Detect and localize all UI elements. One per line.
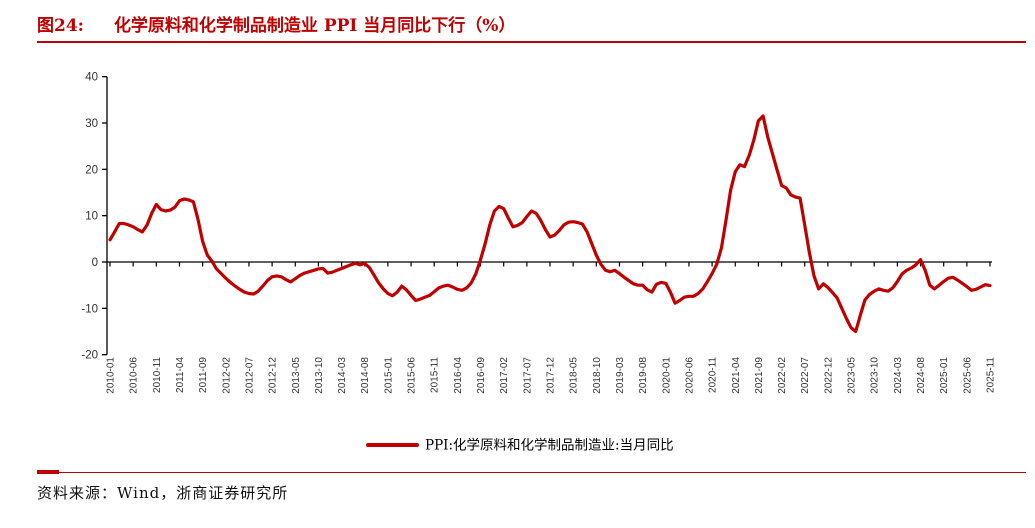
- x-tick-label: 2015-11: [430, 357, 441, 393]
- x-tick-label: 2020-11: [708, 357, 719, 393]
- x-tick-label: 2018-05: [569, 357, 580, 394]
- x-tick-label: 2014-03: [337, 357, 348, 394]
- footer-divider: [37, 472, 1026, 473]
- figure-number: 图24:: [37, 16, 84, 36]
- x-tick-label: 2022-02: [777, 357, 788, 394]
- x-tick-label: 2012-02: [221, 357, 232, 394]
- title-divider: [37, 41, 1026, 43]
- x-tick-label: 2025-01: [939, 357, 950, 394]
- x-tick-label: 2018-10: [592, 357, 603, 394]
- x-tick-label: 2012-07: [244, 357, 255, 394]
- ppi-line-chart: 40 30 20 10 0 -10 -20 2010-01 2010-06 2010-11 2011…: [81, 72, 997, 454]
- x-tick-label: 2023-05: [847, 357, 858, 394]
- figure-title-row: 图24: 化学原料和化学制品制造业 PPI 当月同比下行（%）: [37, 11, 515, 36]
- x-tick-label: 2014-08: [360, 357, 371, 394]
- x-tick-label: 2012-12: [268, 357, 279, 394]
- x-tick-label: 2020-01: [661, 357, 672, 394]
- x-tick-label: 2013-05: [291, 357, 302, 394]
- footer-divider-accent: [37, 470, 59, 474]
- x-tick-label: 2024-03: [893, 357, 904, 394]
- x-tick-label: 2024-08: [916, 357, 927, 394]
- x-tick-label: 2025-11: [986, 357, 997, 393]
- x-tick-label: 2023-10: [870, 357, 881, 394]
- x-tick-label: 2010-06: [129, 357, 140, 394]
- y-tick-label: -10: [81, 303, 98, 315]
- page-title: 化学原料和化学制品制造业 PPI 当月同比下行（%）: [113, 16, 516, 36]
- y-tick-label: 10: [85, 211, 98, 223]
- x-tick-label: 2015-06: [407, 357, 418, 394]
- x-tick-label: 2022-07: [800, 357, 811, 394]
- y-tick-label: 0: [92, 257, 98, 269]
- x-tick-label: 2017-12: [546, 357, 557, 394]
- x-tick-label: 2021-09: [754, 357, 765, 394]
- x-tick-label: 2017-02: [499, 357, 510, 394]
- y-tick-label: 40: [85, 72, 98, 84]
- x-tick-label: 2010-01: [106, 357, 117, 394]
- x-tick-label: 2011-09: [198, 357, 209, 393]
- x-tick-label: 2016-09: [476, 357, 487, 394]
- x-tick-label: 2025-06: [962, 357, 973, 394]
- y-tick-label: 20: [85, 164, 98, 176]
- x-tick-label: 2019-08: [638, 357, 649, 394]
- x-tick-label: 2019-03: [615, 357, 626, 394]
- x-tick-label: 2016-04: [453, 357, 464, 394]
- x-tick-label: 2015-01: [383, 357, 394, 394]
- y-tick-label: 30: [85, 118, 98, 130]
- x-tick-label: 2022-12: [823, 357, 834, 394]
- source-text: 资料来源：Wind，浙商证券研究所: [37, 484, 289, 502]
- y-tick-label: -20: [81, 350, 98, 362]
- series-line: [108, 114, 992, 334]
- legend-label: PPI:化学原料和化学制品制造业:当月同比: [425, 438, 674, 454]
- x-tick-label: 2010-11: [152, 357, 163, 393]
- x-tick-label: 2021-04: [731, 357, 742, 394]
- x-tick-label: 2017-07: [522, 357, 533, 394]
- x-tick-label: 2011-04: [175, 357, 186, 393]
- x-tick-label: 2020-06: [684, 357, 695, 394]
- x-tick-label: 2013-10: [314, 357, 325, 394]
- chart-area: 40 30 20 10 0 -10 -20 2010-01 2010-06 2010-11 2011…: [0, 60, 1035, 460]
